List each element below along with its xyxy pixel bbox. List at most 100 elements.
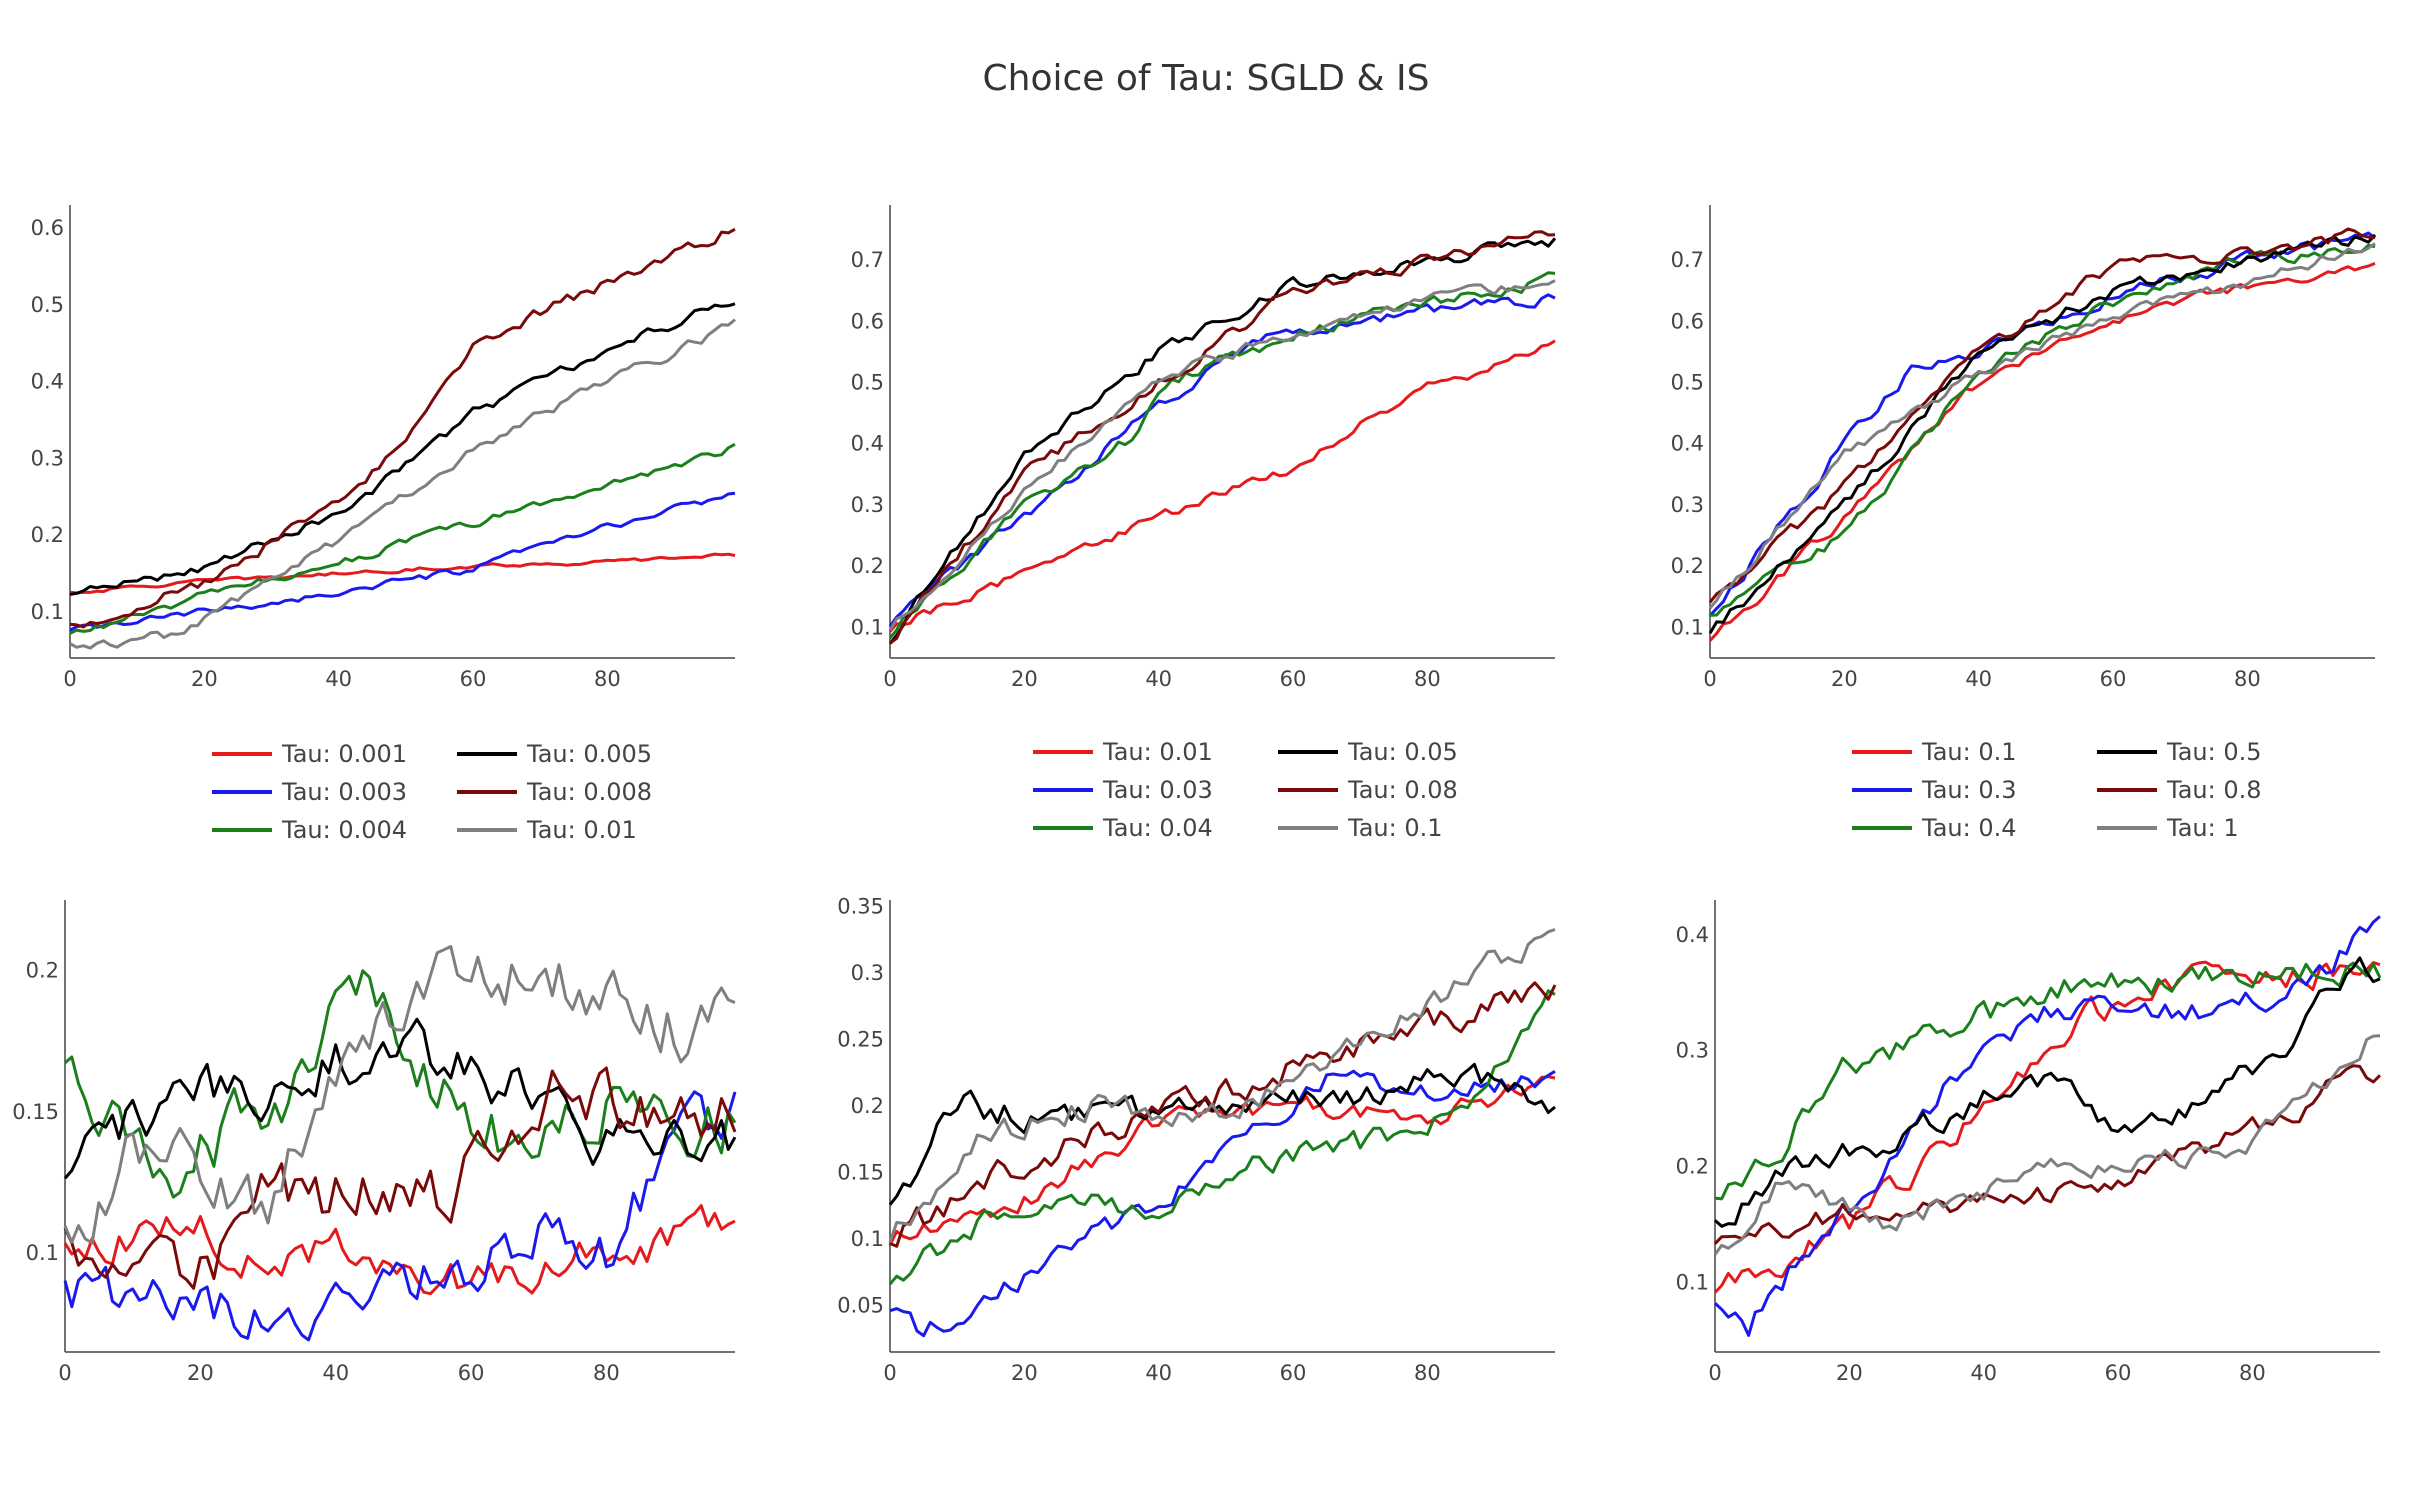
chart-panel-bottom-center: 0 20 40 60 80 0.05 0.1 0.15 0.2 0.25 0.3 0.35 [837, 895, 1557, 1385]
series-line-tau-0-08 [889, 230, 1556, 645]
x-tick-label: 80 [2234, 667, 2261, 691]
x-tick-label: 0 [63, 667, 76, 691]
series-line-tau-0-008 [63, 1066, 737, 1290]
x-tick-label: 0 [883, 667, 896, 691]
y-tick-label: 0.15 [12, 1100, 59, 1124]
y-tick-label: 0.3 [1676, 1039, 1709, 1063]
series-line-tau-0-04 [888, 271, 1556, 639]
y-tick-label: 0.2 [1676, 1155, 1709, 1179]
legend-label: Tau: 0.003 [281, 778, 407, 806]
y-tick-label: 0.7 [1671, 248, 1704, 272]
x-tick-label: 80 [2239, 1361, 2266, 1385]
y-tick-label: 0.1 [1671, 615, 1704, 639]
x-tick-label: 60 [1280, 1361, 1307, 1385]
series-line-tau-0-05 [888, 1062, 1556, 1206]
legend-label: Tau: 0.004 [281, 816, 407, 844]
y-tick-label: 0.5 [31, 293, 64, 317]
x-tick-label: 60 [460, 667, 487, 691]
x-tick-label: 20 [1011, 667, 1038, 691]
y-tick-label: 0.5 [851, 371, 884, 395]
x-tick-label: 60 [1280, 667, 1307, 691]
y-tick-label: 0.4 [1676, 923, 1709, 947]
series-line-tau-0-008 [69, 227, 736, 629]
series-line-tau-0-003 [69, 491, 736, 632]
series-line-tau-0-4 [1709, 243, 2376, 617]
x-tick-label: 0 [1703, 667, 1716, 691]
legend-label: Tau: 0.03 [1102, 776, 1213, 804]
y-tick-label: 0.2 [31, 523, 64, 547]
y-tick-label: 0.3 [1671, 493, 1704, 517]
series-line-tau-0-08 [889, 981, 1557, 1248]
x-tick-label: 80 [594, 667, 621, 691]
series-line-tau-0-01 [888, 339, 1556, 633]
y-tick-label: 0.1 [26, 1241, 59, 1265]
y-tick-label: 0.2 [1671, 554, 1704, 578]
y-tick-label: 0.4 [851, 432, 884, 456]
series-line-tau-0-3 [1713, 915, 2381, 1337]
series-line-tau-0-4 [1714, 961, 2382, 1201]
y-tick-label: 0.5 [1671, 371, 1704, 395]
series-line-tau-0-004 [69, 442, 736, 635]
x-tick-label: 40 [1145, 1361, 1172, 1385]
legend-label: Tau: 0.4 [1921, 814, 2017, 842]
y-tick-label: 0.4 [1671, 432, 1704, 456]
series-line-tau-1 [1713, 1034, 2381, 1256]
series-line-tau-0-8 [1708, 227, 2376, 604]
series-line-tau-0-004 [64, 969, 737, 1199]
x-tick-label: 0 [58, 1361, 71, 1385]
y-tick-label: 0.05 [837, 1293, 884, 1317]
legend-label: Tau: 0.1 [1921, 738, 2017, 766]
legend-label: Tau: 0.04 [1102, 814, 1213, 842]
x-tick-label: 0 [1708, 1361, 1721, 1385]
x-tick-label: 20 [1831, 667, 1858, 691]
legend-label: Tau: 0.008 [526, 778, 652, 806]
series-line-tau-0-01 [888, 1075, 1556, 1246]
y-tick-label: 0.1 [31, 600, 64, 624]
series-line-tau-0-005 [69, 302, 736, 596]
x-tick-label: 20 [191, 667, 218, 691]
y-tick-label: 0.2 [851, 554, 884, 578]
y-tick-label: 0.35 [837, 895, 884, 919]
y-tick-label: 0.2 [26, 959, 59, 983]
y-tick-label: 0.1 [851, 1227, 884, 1251]
legend-label: Tau: 0.3 [1921, 776, 2017, 804]
x-tick-label: 40 [1965, 667, 1992, 691]
y-tick-label: 0.3 [31, 446, 64, 470]
y-tick-label: 0.15 [837, 1161, 884, 1185]
x-tick-label: 60 [2105, 1361, 2132, 1385]
legend-label: Tau: 1 [2166, 814, 2239, 842]
legend-label: Tau: 0.05 [1347, 738, 1458, 766]
x-tick-label: 80 [1414, 667, 1441, 691]
x-tick-label: 40 [1145, 667, 1172, 691]
series-line-tau-0-1 [1708, 262, 2376, 642]
series-line-tau-0-8 [1713, 1064, 2382, 1245]
x-tick-label: 20 [1011, 1361, 1038, 1385]
x-tick-label: 20 [187, 1361, 214, 1385]
x-tick-label: 40 [1970, 1361, 1997, 1385]
series-line-tau-0-03 [889, 1069, 1556, 1338]
series-line-tau-0-05 [888, 237, 1557, 645]
series-line-tau-0-001 [69, 552, 736, 595]
y-tick-label: 0.2 [851, 1094, 884, 1118]
y-tick-label: 0.6 [31, 216, 64, 240]
y-tick-label: 0.1 [1676, 1270, 1709, 1294]
series-line-tau-0-03 [888, 293, 1556, 628]
chart-panel-bottom-right: 0 20 40 60 80 0.1 0.2 0.3 0.4 [1676, 900, 2382, 1385]
series-line-tau-0-003 [63, 1090, 737, 1342]
x-tick-label: 60 [2100, 667, 2127, 691]
x-tick-label: 60 [458, 1361, 485, 1385]
legend-label: Tau: 0.1 [1347, 814, 1443, 842]
legend-label: Tau: 0.001 [281, 740, 407, 768]
series-line-tau-0-5 [1708, 233, 2377, 635]
y-tick-label: 0.6 [851, 309, 884, 333]
legend-label: Tau: 0.005 [526, 740, 652, 768]
legend: Tau: 0.001 Tau: 0.003 Tau: 0.004 Tau: 0.005… [212, 740, 652, 844]
y-tick-label: 0.7 [851, 248, 884, 272]
series-line-tau-0-04 [888, 989, 1556, 1286]
x-tick-label: 80 [593, 1361, 620, 1385]
